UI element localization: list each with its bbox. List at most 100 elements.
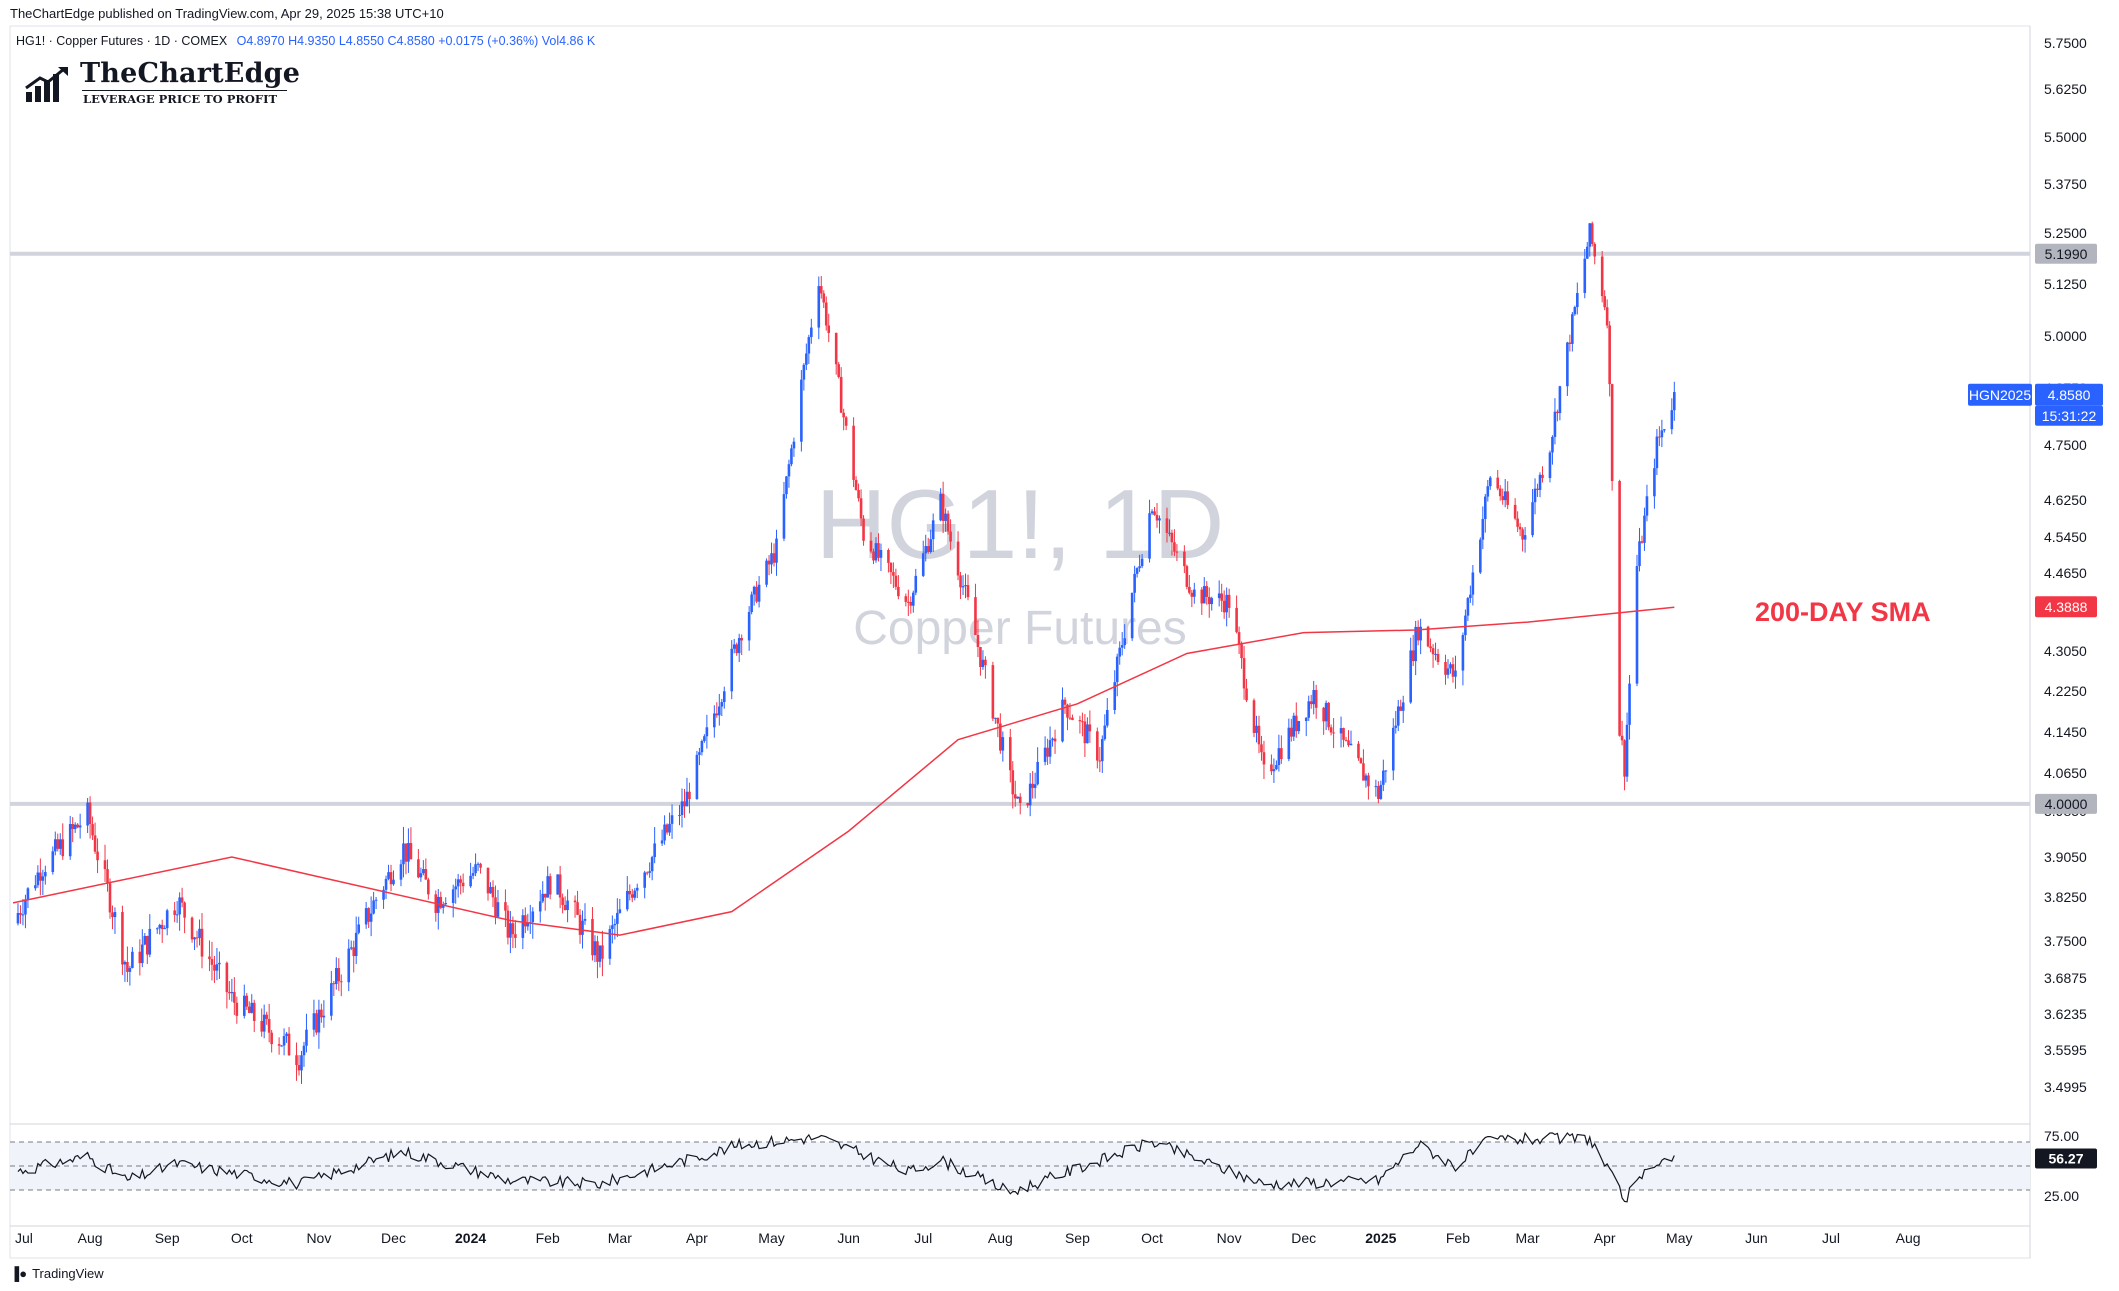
tradingview-logo-icon: ▐● [10,1266,28,1281]
candle-body [148,928,152,955]
candle-body [330,983,333,1016]
candle-body [1168,532,1171,534]
last-price-badge: 4.8580 [2035,383,2103,406]
candle-body [1292,715,1296,737]
candle-body [295,1055,298,1066]
candle-body [670,815,674,824]
candle-body [1466,598,1470,616]
candle-body [382,889,385,900]
candle-body [583,918,587,921]
candle-body [218,962,221,965]
candle-body [1272,769,1276,772]
candle-body [524,915,527,927]
candle-body [215,964,219,971]
candle-body [1496,477,1500,489]
candle-body [755,586,758,602]
candle-body [1138,566,1141,569]
candle-body [96,851,99,861]
candle-body [41,876,45,881]
candle-body [1016,796,1020,799]
candle-body [436,896,440,913]
level-badge-upper-bg [2035,243,2097,264]
last-price-badge-bg [2035,383,2103,406]
candle-body [471,873,475,876]
candle-body [1663,429,1666,431]
candle-body [511,923,515,935]
candle-body [88,802,92,825]
candle-body [892,572,895,576]
time-tick-label: Sep [155,1230,180,1246]
candle-body [591,918,594,956]
candle-body [1235,607,1238,633]
candle-body [1043,747,1047,762]
candle-body [1643,515,1646,543]
candle-body [506,910,510,938]
candle-body [1260,744,1263,753]
candle-body [1220,593,1223,601]
time-tick-label: Jul [1822,1230,1840,1246]
candle-body [996,717,1000,724]
candle-body [1469,594,1472,599]
candle-body [145,935,149,955]
brand-tagline: LEVERAGE PRICE TO PROFIT [83,92,278,106]
candle-body [810,327,813,338]
level-badge-lower-bg [2035,793,2097,814]
candle-body [1538,474,1542,490]
candle-body [1270,764,1273,772]
candle-body [1551,436,1554,453]
candle-body [68,824,72,857]
candle-body [732,644,736,649]
candle-body [715,713,719,716]
candle-body [566,900,569,911]
candle-body [1600,256,1604,297]
candle-body [1304,717,1308,722]
candle-body [235,1002,239,1016]
level-badge-upper: 5.1990 [2035,243,2097,264]
candle-body [1367,775,1370,787]
candle-body [34,885,37,889]
candle-body [208,956,211,960]
candle-body [805,353,808,365]
candle-body [260,1020,263,1032]
time-tick-label: Dec [1291,1230,1316,1246]
candle-body [842,412,845,418]
candle-body [1464,615,1467,636]
candle-body [1309,701,1313,705]
candle-body [1566,342,1569,387]
rsi-axis-label: 75.00 [2044,1128,2079,1144]
candle-body [573,900,577,903]
candle-body [26,888,30,900]
price-tick-label: 3.7500 [2044,933,2087,949]
candle-body [78,825,82,828]
candle-body [964,585,967,587]
candle-body [1384,770,1388,772]
candle-body [683,801,686,807]
candle-body [332,983,336,985]
candle-body [598,945,602,962]
candle-body [618,909,622,913]
candle-body [817,286,821,328]
candle-body [1123,638,1126,646]
candle-body [1051,738,1054,741]
candle-body [1105,709,1109,726]
candle-body [1501,496,1505,501]
candle-body [486,867,490,894]
candle-body [1133,573,1136,593]
candle-body [1053,738,1057,742]
price-tick-label: 5.7500 [2044,35,2087,51]
candle-body [1593,243,1597,257]
candle-body [792,441,796,449]
tradingview-footer[interactable]: ▐● TradingView [10,1266,104,1281]
price-tick-label: 4.6250 [2044,492,2087,508]
candle-body [526,922,530,927]
candle-body [1252,700,1256,733]
candle-body [1396,706,1400,726]
symbol-legend[interactable]: HG1! · Copper Futures · 1D · COMEX O4.89… [16,34,595,48]
candle-body [1103,725,1107,740]
candle-body [1173,542,1176,552]
candle-body [819,286,823,294]
candle-body [1568,342,1572,344]
candle-body [1357,743,1360,759]
candle-body [976,635,980,647]
